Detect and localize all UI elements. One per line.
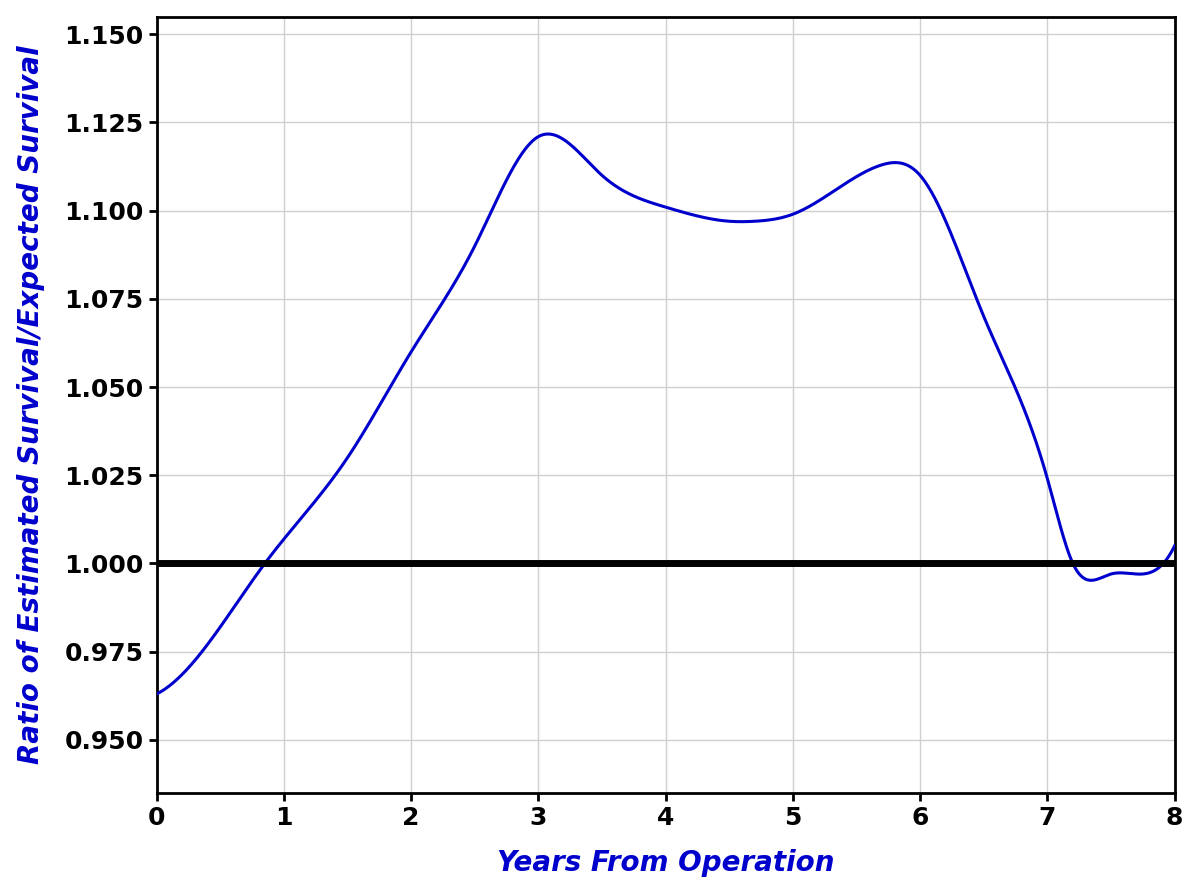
X-axis label: Years From Operation: Years From Operation [497, 849, 834, 877]
Y-axis label: Ratio of Estimated Survival/Expected Survival: Ratio of Estimated Survival/Expected Sur… [17, 46, 44, 764]
